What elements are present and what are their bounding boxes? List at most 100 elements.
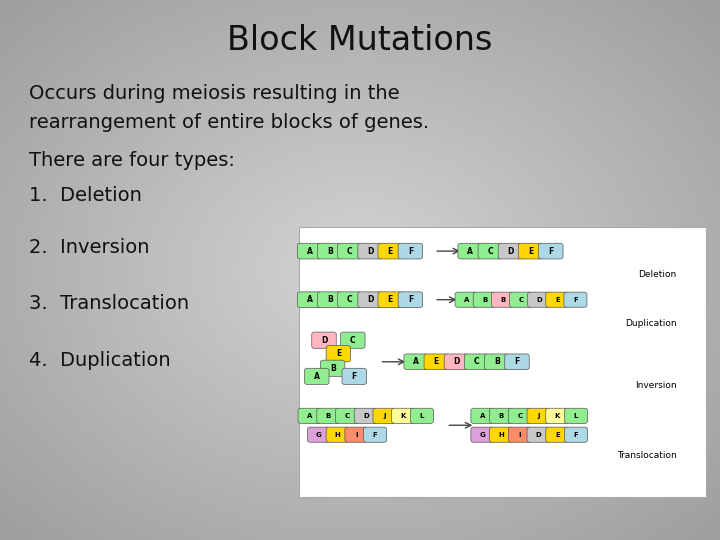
- Text: B: B: [325, 413, 331, 419]
- FancyBboxPatch shape: [338, 292, 362, 308]
- Text: K: K: [400, 413, 406, 419]
- Text: 3.  Translocation: 3. Translocation: [29, 294, 189, 313]
- FancyBboxPatch shape: [345, 427, 368, 442]
- Text: B: B: [327, 247, 333, 255]
- Text: B: B: [498, 413, 504, 419]
- Text: A: A: [307, 247, 312, 255]
- Text: Block Mutations: Block Mutations: [228, 24, 492, 57]
- FancyBboxPatch shape: [364, 427, 387, 442]
- FancyBboxPatch shape: [297, 243, 322, 259]
- Text: rearrangement of entire blocks of genes.: rearrangement of entire blocks of genes.: [29, 113, 429, 132]
- Text: B: B: [482, 296, 487, 303]
- FancyBboxPatch shape: [307, 427, 330, 442]
- Text: There are four types:: There are four types:: [29, 151, 235, 170]
- Text: D: D: [363, 413, 369, 419]
- FancyBboxPatch shape: [471, 408, 494, 423]
- FancyBboxPatch shape: [458, 243, 482, 259]
- Text: C: C: [518, 296, 523, 303]
- Text: B: B: [327, 295, 333, 304]
- Text: A: A: [307, 413, 312, 419]
- FancyBboxPatch shape: [326, 346, 351, 362]
- Text: D: D: [536, 431, 541, 438]
- FancyBboxPatch shape: [398, 292, 423, 308]
- Text: 4.  Duplication: 4. Duplication: [29, 351, 171, 370]
- FancyBboxPatch shape: [510, 292, 533, 307]
- FancyBboxPatch shape: [298, 408, 321, 423]
- Text: C: C: [347, 295, 353, 304]
- Text: F: F: [351, 372, 357, 381]
- Text: D: D: [321, 336, 327, 345]
- FancyBboxPatch shape: [336, 408, 359, 423]
- FancyBboxPatch shape: [404, 354, 428, 369]
- FancyBboxPatch shape: [485, 354, 509, 369]
- Text: F: F: [514, 357, 520, 366]
- Text: C: C: [344, 413, 350, 419]
- FancyBboxPatch shape: [398, 243, 423, 259]
- FancyBboxPatch shape: [444, 354, 469, 369]
- FancyBboxPatch shape: [341, 332, 365, 348]
- Text: D: D: [367, 295, 373, 304]
- FancyBboxPatch shape: [473, 292, 496, 307]
- Text: D: D: [454, 357, 459, 366]
- FancyBboxPatch shape: [508, 427, 531, 442]
- Text: E: E: [336, 349, 341, 358]
- Text: I: I: [518, 431, 521, 438]
- Text: E: E: [387, 247, 393, 255]
- Text: B: B: [494, 357, 500, 366]
- FancyBboxPatch shape: [358, 243, 382, 259]
- FancyBboxPatch shape: [505, 354, 529, 369]
- Text: E: E: [555, 431, 559, 438]
- FancyBboxPatch shape: [546, 427, 569, 442]
- Text: C: C: [517, 413, 523, 419]
- Text: F: F: [548, 247, 554, 255]
- Text: F: F: [373, 431, 377, 438]
- FancyBboxPatch shape: [546, 292, 569, 307]
- Text: A: A: [464, 296, 469, 303]
- Text: 2.  Inversion: 2. Inversion: [29, 238, 149, 256]
- Text: A: A: [480, 413, 485, 419]
- FancyBboxPatch shape: [508, 408, 531, 423]
- FancyBboxPatch shape: [518, 243, 543, 259]
- Text: K: K: [554, 413, 560, 419]
- FancyBboxPatch shape: [527, 408, 550, 423]
- Text: J: J: [537, 413, 540, 419]
- Text: D: D: [367, 247, 373, 255]
- FancyBboxPatch shape: [498, 243, 523, 259]
- Text: A: A: [467, 247, 473, 255]
- Text: A: A: [314, 372, 320, 381]
- FancyBboxPatch shape: [318, 292, 342, 308]
- Text: L: L: [420, 413, 424, 419]
- FancyBboxPatch shape: [312, 332, 336, 348]
- FancyBboxPatch shape: [299, 227, 706, 497]
- FancyBboxPatch shape: [410, 408, 433, 423]
- FancyBboxPatch shape: [326, 427, 349, 442]
- FancyBboxPatch shape: [373, 408, 396, 423]
- Text: F: F: [408, 295, 413, 304]
- Text: C: C: [347, 247, 353, 255]
- Text: Occurs during meiosis resulting in the: Occurs during meiosis resulting in the: [29, 84, 400, 103]
- Text: Deletion: Deletion: [639, 270, 677, 279]
- Text: E: E: [433, 357, 439, 366]
- FancyBboxPatch shape: [471, 427, 494, 442]
- FancyBboxPatch shape: [338, 243, 362, 259]
- Text: E: E: [528, 247, 534, 255]
- FancyBboxPatch shape: [378, 292, 402, 308]
- Text: I: I: [355, 431, 358, 438]
- Text: F: F: [573, 296, 577, 303]
- FancyBboxPatch shape: [297, 292, 322, 308]
- Text: D: D: [536, 296, 542, 303]
- Text: C: C: [487, 247, 493, 255]
- Text: A: A: [413, 357, 419, 366]
- FancyBboxPatch shape: [305, 368, 329, 384]
- FancyBboxPatch shape: [320, 360, 345, 376]
- FancyBboxPatch shape: [490, 408, 513, 423]
- FancyBboxPatch shape: [354, 408, 377, 423]
- FancyBboxPatch shape: [342, 368, 366, 384]
- Text: A: A: [307, 295, 312, 304]
- Text: L: L: [574, 413, 578, 419]
- Text: E: E: [387, 295, 393, 304]
- FancyBboxPatch shape: [564, 427, 588, 442]
- FancyBboxPatch shape: [318, 243, 342, 259]
- FancyBboxPatch shape: [491, 292, 514, 307]
- FancyBboxPatch shape: [490, 427, 513, 442]
